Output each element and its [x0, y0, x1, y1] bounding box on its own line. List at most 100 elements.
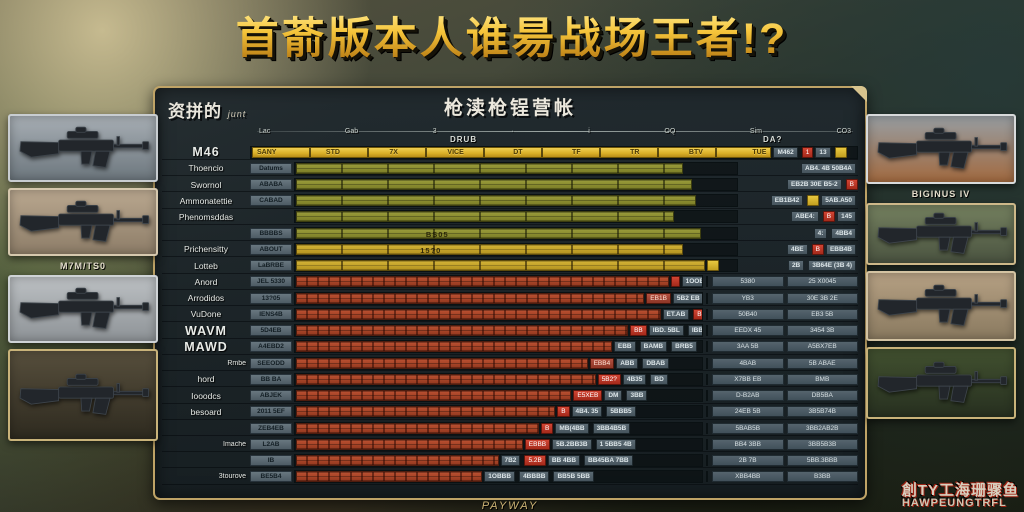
weapon-image-right-2[interactable] — [866, 203, 1016, 265]
stat-bar — [296, 357, 588, 369]
axis-tick-label: Lac — [259, 127, 271, 135]
table-row[interactable]: MAWD A4EBD2 EBB BAMB BRB5 3AA 5B A5BX7EB — [162, 340, 858, 355]
table-row[interactable]: BBBBS BS05 4: 4BB4 — [162, 226, 858, 242]
rifle-silhouette-icon — [19, 287, 150, 330]
row-value-badge — [807, 195, 820, 207]
row-chip: ABJEK — [250, 390, 292, 402]
stat-bar — [296, 471, 483, 483]
value-axis: Lac Gab 3 · i OQ Sim CO3 — [257, 125, 853, 137]
table-row[interactable]: Arrodidos 13?05 EB1B 5B2 EB YB3 30E 3B 2E — [162, 291, 858, 306]
weapon-image-right-3[interactable] — [866, 271, 1016, 341]
row-value-badge: EB1B42 — [770, 195, 804, 207]
weapon-image-right-4[interactable] — [866, 347, 1016, 419]
bar-tail-badge: IBB 4B — [687, 325, 702, 337]
table-row[interactable]: hord BB BA 5B2? 4B35 BD X7BB EB BMB — [162, 372, 858, 388]
table-row[interactable]: Iooodcs ABJEK E5XEB DM 3BB D-B2AB DB5BA — [162, 389, 858, 404]
bar-tail-badge: ET.AB — [662, 308, 690, 320]
weapon-name: Rmbe — [227, 359, 246, 367]
row-value-columns: 50B40 EB3 5B — [706, 308, 858, 320]
table-row[interactable]: Ammonatettie CABAD EB1B42 5AB.A50 — [162, 194, 858, 209]
weapon-name: hord — [197, 374, 215, 385]
weapon-name: 3tourove — [218, 473, 246, 481]
row-chip: LaBRBE — [250, 260, 292, 272]
row-value-badge: 4BB4 — [831, 227, 856, 239]
row-value-columns: BB4 3BB 3BB5B3B — [706, 438, 858, 450]
table-row[interactable]: Prichensitty ABOUT 15?0 4BE B EBB4B — [162, 242, 858, 258]
weapon-card-label: BIGINUS IV — [911, 189, 971, 199]
bar-tail-badge: 4B4. 35 — [571, 406, 603, 418]
rifle-silhouette-icon — [877, 361, 1008, 404]
weapon-name: Iooodcs — [191, 390, 221, 401]
bar-tail-badge: 3BB — [626, 390, 648, 402]
bar-tail-badge: M462 — [773, 146, 798, 158]
row-value-columns: X7BB EB BMB — [706, 373, 858, 385]
bar-tail-badge: 5B2? — [597, 373, 621, 385]
row-chip: 2011 5EF — [250, 406, 292, 418]
bar-tail-badge: 5.2B — [524, 454, 546, 466]
weapon-name: Lotteb — [194, 260, 218, 271]
weapon-image-left-3[interactable] — [8, 275, 158, 343]
table-row[interactable]: Imache L2AB EBBB 5B.2BB3B 1 5BB5 4B BB4 3BB 3B… — [162, 437, 858, 453]
row-value: 24EB 5B — [712, 406, 784, 418]
rifle-silhouette-icon — [877, 127, 1008, 170]
rifle-silhouette-icon — [877, 212, 1008, 255]
bar-tail-badge: EBB — [613, 341, 636, 353]
bar-tail-badge: 1OBBB — [484, 471, 516, 483]
bar-tail-badge: BB 4BB — [547, 454, 581, 466]
table-row[interactable]: Swornol ABABA EB2B 30E B5-2 B — [162, 178, 858, 193]
weapon-image-right-1[interactable] — [866, 114, 1016, 184]
bar-tail-badge: 1 5BB5 4B — [595, 438, 636, 450]
table-row[interactable]: ZEB4EB B MB(4BB 3BB4B5B 5BAB5B 3BB2AB2B — [162, 421, 858, 436]
bar-tail-badge: BRB5 — [671, 341, 697, 353]
table-row[interactable]: 3tourove BE5B4 1OBBB 4BBBB BB5B 5BB XBB4BB B3B… — [162, 470, 858, 485]
axis-tick-label: i — [588, 127, 590, 135]
bar-tail-badge — [834, 146, 847, 158]
rifle-silhouette-icon — [19, 373, 150, 416]
row-value-badge: EB2B 30E B5-2 — [787, 179, 842, 190]
bar-tail-badge: 5BBB5 — [606, 406, 636, 418]
bar-track: 1OBBB 4BBBB BB5B 5BB — [294, 470, 703, 484]
bar-tail-badge: IBD. 5BL — [648, 325, 684, 337]
table-row[interactable]: IB 7B2 5.2B BB 4BB BB45BA 7BB 2B 7B 5BB.3BBB — [162, 453, 858, 469]
row-value: 25 X0045 — [786, 276, 858, 288]
stat-bar — [296, 211, 675, 223]
row-value: 4BAB — [712, 357, 784, 369]
weapon-image-left-4[interactable] — [8, 349, 158, 441]
bar-segment-label: DT — [513, 148, 523, 156]
row-value: A5BX7EB — [786, 341, 858, 353]
bar-tail-badge: B E — [693, 308, 702, 320]
row-value-badge: B — [822, 211, 836, 223]
table-row[interactable]: Rmbe SEEODD EBB4 ABB DBAB 4BAB 5B ABAE — [162, 356, 858, 372]
bar-track: SANY STD 7X VICE DT TF TR BTV TUE M462 1 13 — [250, 145, 858, 159]
weapon-name: VuDone — [190, 309, 222, 320]
row-values: 4BE B EBB4B — [738, 243, 858, 255]
axis-tick-label: OQ — [664, 127, 676, 135]
bar-inline-text: BS05 — [425, 229, 449, 239]
row-value-columns: 5380 25 X0045 — [706, 276, 858, 288]
table-row[interactable]: Thoencio Datums AB4. 4B 50B4A — [162, 161, 858, 177]
table-row[interactable]: besoard 2011 5EF B 4B4. 35 5BBB5 24EB 5B 3B5B7… — [162, 405, 858, 420]
table-row[interactable]: M46 SANY STD 7X VICE DT TF TR BTV TUE M462 1 13 — [162, 145, 858, 160]
weapon-image-left-2[interactable] — [8, 188, 158, 256]
weapon-name: Ammonatettie — [179, 195, 233, 206]
row-value-columns: EEDX 45 3454 3B — [706, 325, 858, 337]
bar-track: EBBB 5B.2BB3B 1 5BB5 4B — [294, 437, 703, 451]
row-value-badge: B — [811, 243, 824, 255]
row-values: ABE4: B 145 — [738, 211, 858, 223]
bar-tail-badge: EBB4 — [589, 357, 615, 369]
table-rows: M46 SANY STD 7X VICE DT TF TR BTV TUE M462 1 13 Thoen… — [162, 145, 858, 486]
table-row[interactable]: Lotteb LaBRBE 2B 3B64E (3B 4) — [162, 259, 858, 274]
bar-track: B 4B4. 35 5BBB5 — [294, 405, 703, 419]
row-value-columns: 2B 7B 5BB.3BBB — [706, 454, 858, 466]
table-row[interactable]: Phenomsddas ABE4: B 145 — [162, 210, 858, 225]
row-value: XBB4BB — [712, 471, 784, 483]
row-value: 30E 3B 2E — [786, 292, 858, 304]
row-value-badge: AB4. 4B 50B4A — [801, 162, 856, 174]
weapon-name: Anord — [194, 276, 218, 287]
bar-tail-badge: 4BBBB — [519, 471, 550, 483]
weapon-image-left-1[interactable] — [8, 114, 158, 182]
